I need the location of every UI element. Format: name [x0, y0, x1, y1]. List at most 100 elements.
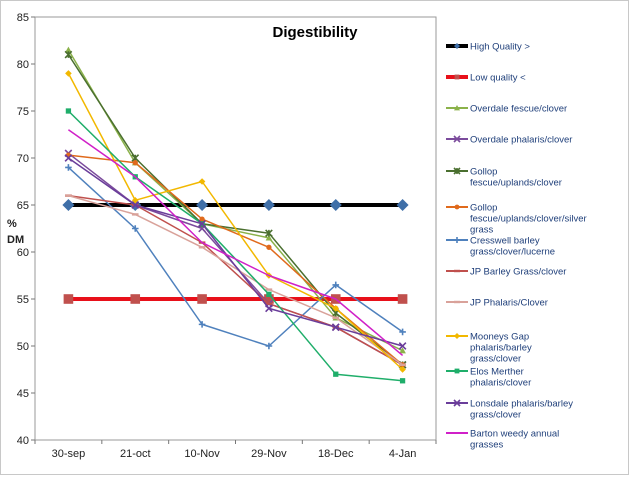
legend-marker	[454, 368, 460, 374]
legend-marker	[454, 204, 460, 210]
series-9	[65, 70, 406, 373]
series-6	[65, 164, 406, 350]
legend-label: JP Phalaris/Clover	[470, 298, 548, 309]
x-tick-label: 10-Nov	[184, 448, 220, 460]
data-point	[399, 366, 406, 373]
legend-item-5: Gollop fescue/uplands/clover/silver grass	[446, 203, 587, 236]
data-point	[332, 281, 340, 289]
data-point	[265, 342, 273, 350]
data-point	[196, 199, 209, 211]
data-point	[64, 154, 73, 162]
series-line	[67, 49, 403, 352]
data-point	[399, 378, 406, 384]
legend-marker	[453, 135, 461, 143]
data-point	[131, 197, 139, 204]
y-axis-label-line2: DM	[7, 234, 24, 246]
y-tick-label: 75	[17, 106, 29, 118]
legend-marker	[454, 74, 460, 80]
y-tick-label: 40	[17, 435, 29, 447]
y-axis-label-line1: %	[7, 218, 17, 230]
data-point	[333, 371, 339, 377]
y-tick-label: 60	[17, 247, 29, 259]
x-tick-label: 30-sep	[52, 448, 86, 460]
series-12	[67, 129, 404, 356]
data-point	[198, 219, 206, 228]
legend-label: JP Barley Grass/clover	[470, 267, 566, 278]
legend-marker	[454, 237, 460, 243]
series-line	[68, 194, 403, 366]
y-tick-label: 70	[17, 153, 29, 165]
data-point	[329, 199, 342, 211]
y-tick-label: 85	[17, 12, 29, 24]
data-point	[131, 213, 139, 216]
y-tick-label: 65	[17, 200, 29, 212]
legend-marker	[453, 399, 461, 407]
data-point	[398, 342, 407, 350]
data-point	[262, 199, 275, 211]
data-point	[264, 294, 274, 304]
legend-item-4: Gollop fescue/uplands/clover	[446, 167, 562, 189]
legend-marker	[453, 167, 461, 175]
legend-item-9: Mooneys Gap phalaris/barley grass/clover	[446, 332, 532, 365]
data-point	[331, 323, 340, 332]
x-tick-label: 21-oct	[120, 448, 151, 460]
data-point	[197, 294, 207, 304]
y-tick-label: 50	[17, 341, 29, 353]
data-point	[131, 225, 139, 232]
y-tick-label: 80	[17, 59, 29, 71]
legend-item-8: JP Phalaris/Clover	[446, 298, 548, 309]
data-point	[130, 294, 141, 304]
legend-marker	[454, 269, 460, 273]
series-line	[67, 157, 403, 347]
legend-item-12: Barton weedy annual grasses	[446, 429, 559, 451]
legend-label: Low quality <	[470, 73, 526, 84]
data-point	[332, 316, 340, 319]
legend-item-1: Low quality <	[446, 73, 526, 84]
data-point	[266, 291, 272, 297]
legend-marker	[454, 300, 460, 304]
legend-label: Overdale phalaris/clover	[470, 135, 572, 146]
data-point	[397, 294, 408, 304]
legend-marker	[454, 333, 460, 339]
data-point	[265, 234, 273, 241]
legend-item-11: Lonsdale phalaris/barley grass/clover	[446, 399, 573, 421]
series-line	[67, 166, 404, 347]
data-point	[65, 46, 72, 53]
series-line	[68, 194, 404, 366]
data-point	[266, 244, 272, 250]
data-point	[198, 178, 206, 185]
data-point	[265, 304, 273, 313]
data-point	[132, 160, 138, 166]
legend-label: Lonsdale phalaris/barley grass/clover	[470, 399, 573, 421]
legend-item-3: Overdale phalaris/clover	[446, 135, 572, 146]
x-axis: 30-sep 21-oct 10-Nov 29-Nov 18-Dec 4-Jan	[34, 440, 437, 460]
legend-marker	[454, 43, 460, 49]
legend-label: Barton weedy annual grasses	[470, 429, 559, 451]
data-point	[62, 199, 75, 211]
data-point	[65, 194, 72, 197]
legend-label: Overdale fescue/clover	[470, 104, 567, 115]
data-point	[396, 199, 409, 211]
y-axis: 40 45 50 55 60 65 70 75 80 85	[17, 12, 35, 447]
legend-label: High Quality >	[470, 42, 530, 53]
x-tick-label: 29-Nov	[251, 448, 287, 460]
y-tick-label: 45	[17, 388, 29, 400]
series-11	[64, 154, 407, 350]
data-point	[265, 302, 273, 305]
data-point	[198, 246, 206, 249]
legend-item-10: Elos Merther phalaris/clover	[446, 367, 531, 389]
legend-item-0: High Quality >	[446, 42, 530, 53]
legend-item-6: Cresswell barley grass/clover/lucerne	[446, 236, 555, 258]
data-point	[198, 321, 206, 328]
y-tick-label: 55	[17, 294, 29, 306]
data-point	[131, 201, 140, 209]
legend-label: Mooneys Gap phalaris/barley grass/clover	[470, 332, 532, 365]
legend-label: Gollop fescue/uplands/clover	[470, 167, 562, 189]
legend-item-7: JP Barley Grass/clover	[446, 267, 566, 278]
data-point	[399, 328, 406, 336]
legend: High Quality > Low quality < Overdale fesc…	[446, 42, 587, 451]
data-point	[65, 164, 72, 171]
legend-label: Cresswell barley grass/clover/lucerne	[470, 236, 555, 258]
